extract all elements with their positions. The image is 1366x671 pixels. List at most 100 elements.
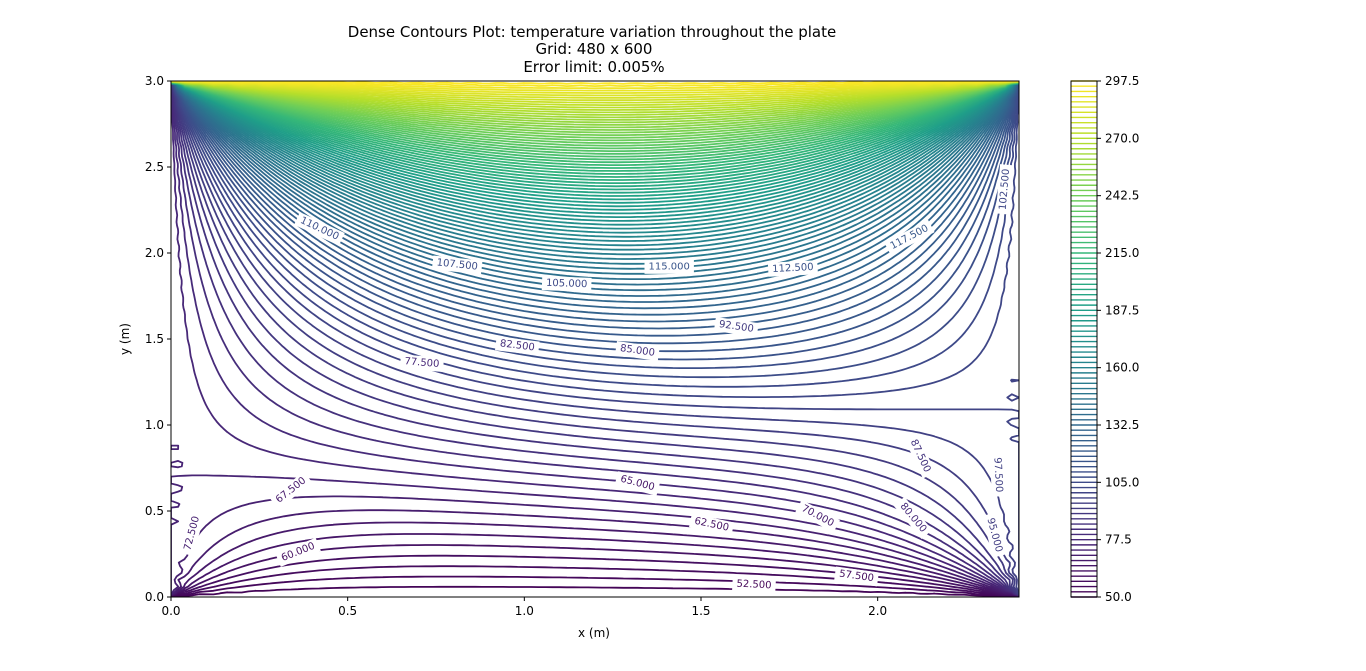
contour-label: 105.000 xyxy=(546,278,588,290)
contour-line-132.5 xyxy=(171,82,1019,303)
x-tick-label: 0.5 xyxy=(338,604,357,618)
contour-line-157.5 xyxy=(171,82,1019,251)
contour-line-107.5 xyxy=(171,83,1019,379)
x-axis-label: x (m) xyxy=(578,626,610,640)
contour-label-knockout xyxy=(893,496,933,539)
colorbar-tick-label: 187.5 xyxy=(1105,303,1139,317)
chart-title-line-2: Grid: 480 x 600 xyxy=(536,40,653,58)
contour-line-60.0 xyxy=(171,554,1019,597)
x-tick-label: 2.0 xyxy=(868,604,887,618)
contour-label: 57.500 xyxy=(838,569,874,585)
contour-label: 115.000 xyxy=(649,261,690,272)
colorbar-tick-label: 105.0 xyxy=(1105,475,1139,489)
contour-label-knockout xyxy=(614,471,661,496)
colorbar-tick-label: 77.5 xyxy=(1105,533,1132,547)
contour-label-knockout xyxy=(995,164,1015,215)
contour-label-group: 107.500 xyxy=(431,255,483,275)
contour-label: 85.000 xyxy=(619,343,655,359)
contour-label: 112.500 xyxy=(772,262,814,275)
contour-lines xyxy=(171,81,1019,597)
contour-label-knockout xyxy=(431,255,483,275)
contour-label-knockout xyxy=(179,510,205,557)
colorbar-ticks: 50.0 77.5 105.0 132.5 160.0 187.5 215.0 242.5 27… xyxy=(1097,74,1139,604)
colorbar-tick-label: 242.5 xyxy=(1105,189,1139,203)
contour-label-group: 87.500 xyxy=(904,433,936,479)
colorbar-tick-label: 270.0 xyxy=(1105,131,1139,145)
chart-title-line-1: Dense Contours Plot: temperature variati… xyxy=(348,23,836,41)
contour-label-knockout xyxy=(269,471,313,510)
contour-label: 107.500 xyxy=(436,257,478,272)
colorbar-tick-label: 50.0 xyxy=(1105,590,1132,604)
contour-line-117.5 xyxy=(171,82,1019,345)
contour-label-group: 52.500 xyxy=(732,576,776,594)
contour-label: 97.500 xyxy=(991,457,1004,493)
contour-label-knockout xyxy=(275,537,321,567)
y-axis: 0.0 0.5 1.0 1.5 2.0 2.5 3.0 xyxy=(145,74,171,604)
contour-label-knockout xyxy=(615,341,660,361)
y-tick-label: 0.5 xyxy=(145,504,164,518)
contour-label: 52.500 xyxy=(736,579,772,592)
contour-label: 77.500 xyxy=(404,356,440,370)
y-tick-label: 2.5 xyxy=(145,160,164,174)
contour-line-112.5 xyxy=(171,83,1019,361)
chart-title-line-3: Error limit: 0.005% xyxy=(523,58,664,76)
contour-label-knockout xyxy=(981,512,1007,558)
contour-label-group: 57.500 xyxy=(834,566,879,587)
plot-area: 52.50057.50060.00062.50065.00067.50070.0… xyxy=(171,81,1019,597)
colorbar-tick-label: 297.5 xyxy=(1105,74,1139,88)
contour-label-group: 112.500 xyxy=(767,260,818,277)
y-tick-label: 3.0 xyxy=(145,74,164,88)
y-tick-label: 0.0 xyxy=(145,590,164,604)
contour-label: 82.500 xyxy=(499,338,535,353)
contour-label-knockout xyxy=(689,513,735,537)
colorbar: 50.0 77.5 105.0 132.5 160.0 187.5 215.0 242.5 27… xyxy=(1070,74,1139,604)
contour-label-knockout xyxy=(732,576,776,594)
contour-label-group: 70.000 xyxy=(795,499,840,533)
colorbar-frame xyxy=(1070,80,1098,598)
contour-label: 102.500 xyxy=(998,168,1013,210)
y-tick-label: 1.0 xyxy=(145,418,164,432)
contour-line-100.0 xyxy=(171,83,1019,595)
contour-label-group: 77.500 xyxy=(399,354,445,372)
contour-label-knockout xyxy=(644,259,694,274)
contour-line-120.0 xyxy=(171,82,1019,337)
contour-label: 87.500 xyxy=(908,438,933,474)
contour-label-knockout xyxy=(294,212,345,246)
colorbar-tick-label: 160.0 xyxy=(1105,361,1139,375)
contour-label: 80.000 xyxy=(898,501,929,535)
contour-label-knockout xyxy=(399,354,445,372)
contour-label-knockout xyxy=(884,219,935,256)
x-axis: 0.0 0.5 1.0 1.5 2.0 xyxy=(161,597,887,618)
x-tick-label: 1.0 xyxy=(515,604,534,618)
contour-label-group: 62.500 xyxy=(689,513,735,537)
contour-label: 92.500 xyxy=(718,319,754,335)
contour-label-group: 85.000 xyxy=(615,341,660,361)
contour-line-115.0 xyxy=(171,82,1019,353)
contour-line-102.5 xyxy=(171,83,1019,398)
colorbar-tick-label: 132.5 xyxy=(1105,418,1139,432)
contour-line-135.0 xyxy=(171,82,1019,297)
contour-label-knockout xyxy=(795,499,840,533)
contour-line-125.0 xyxy=(171,82,1019,323)
contour-label-knockout xyxy=(989,452,1006,497)
contour-line-145.0 xyxy=(171,82,1019,275)
contour-label-group: 97.500 xyxy=(989,452,1006,497)
contour-label-group: 92.500 xyxy=(713,317,759,337)
contour-label-knockout xyxy=(541,276,592,292)
contour-line-142.5 xyxy=(171,82,1019,280)
contour-line-155.0 xyxy=(171,82,1019,256)
contour-label-knockout xyxy=(713,317,759,337)
contour-label-knockout xyxy=(767,260,818,277)
colorbar-lines xyxy=(1071,80,1097,598)
y-tick-label: 2.0 xyxy=(145,246,164,260)
contour-label-knockout xyxy=(495,336,540,356)
contour-label-knockout xyxy=(904,433,936,479)
contour-label-group: 102.500 xyxy=(995,164,1015,215)
contour-label-group: 105.000 xyxy=(541,276,592,292)
x-tick-label: 1.5 xyxy=(691,604,710,618)
contour-label-group: 115.000 xyxy=(644,259,694,274)
contour-label-group: 72.500 xyxy=(179,510,205,557)
contour-label-knockout xyxy=(834,566,879,587)
contour-label: 67.500 xyxy=(274,475,308,505)
